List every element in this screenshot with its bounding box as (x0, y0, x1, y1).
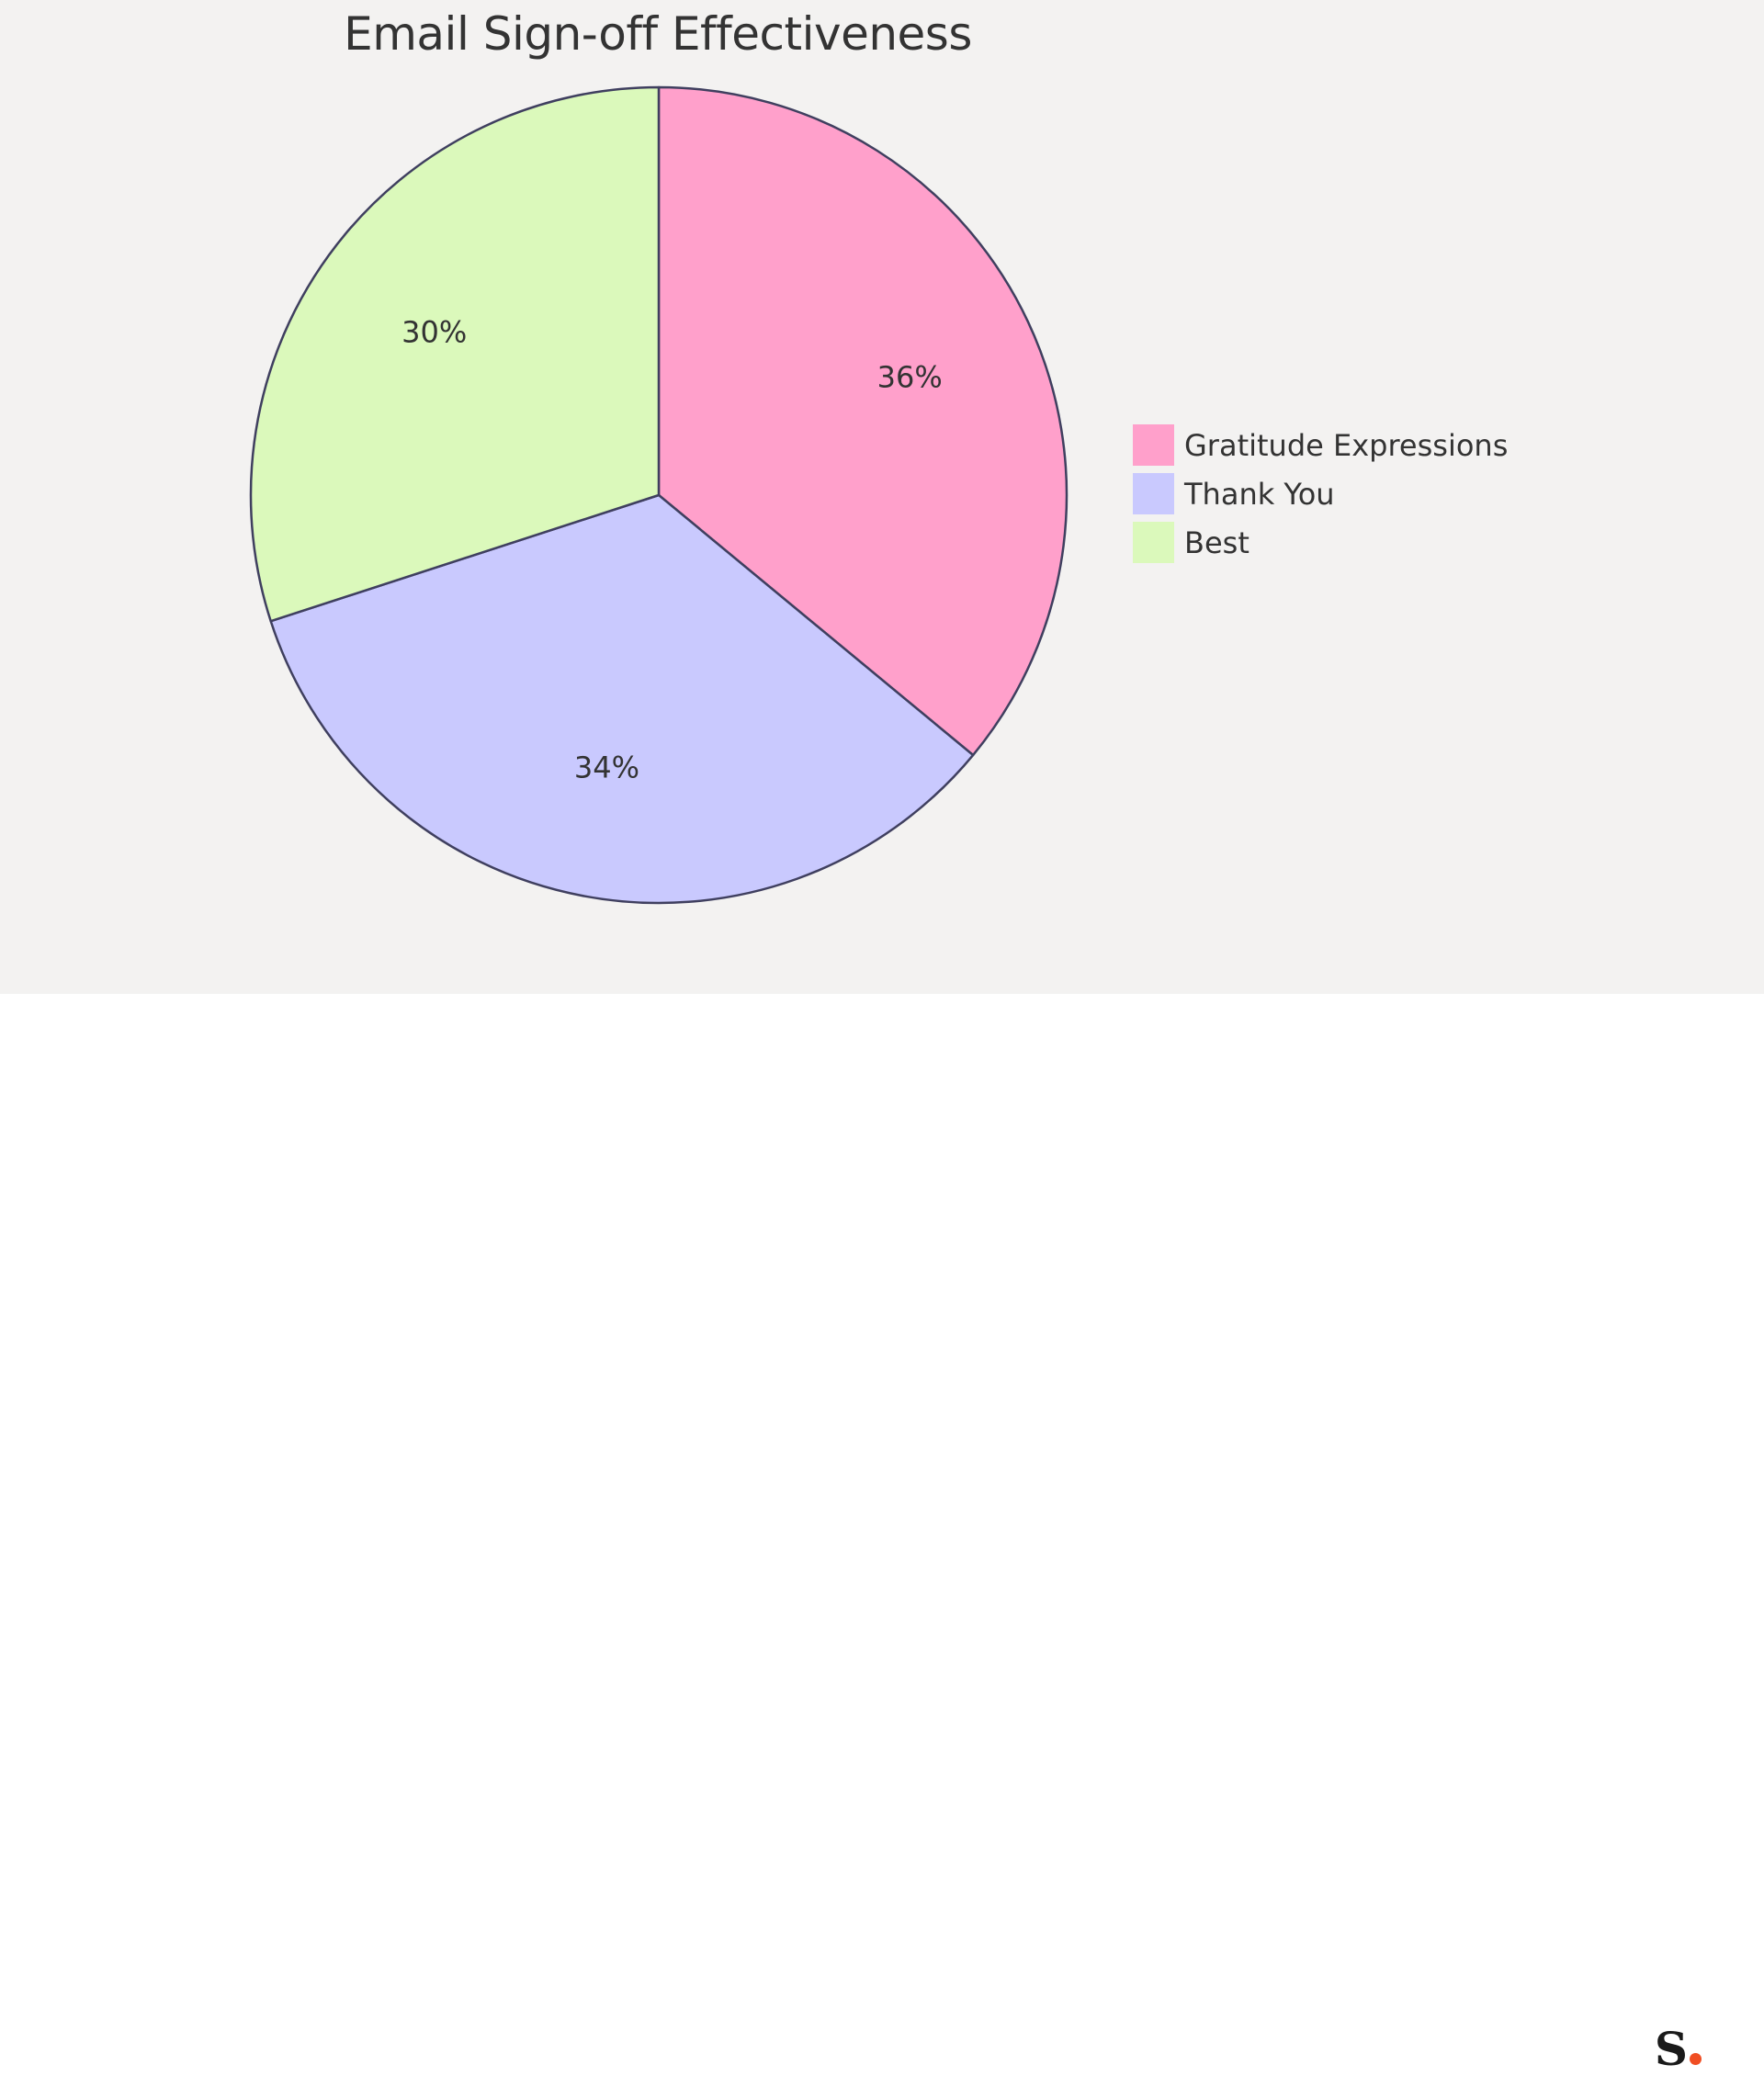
slice-value-label: 30% (401, 315, 467, 350)
pie-slice-best (249, 85, 661, 623)
legend-swatch (1133, 522, 1174, 563)
slice-value-label: 36% (877, 359, 943, 394)
chart-legend: Gratitude Expressions Thank You Best (1133, 421, 1508, 567)
chart-area: Email Sign-off Effectiveness 36% 34% 30% G… (0, 0, 1764, 994)
footer: S (0, 994, 1764, 2072)
legend-label: Thank You (1184, 476, 1335, 512)
legend-label: Gratitude Expressions (1184, 427, 1509, 463)
brand-logo: S (1655, 2026, 1702, 2072)
legend-swatch (1133, 473, 1174, 514)
pie-chart: 36% 34% 30% (249, 85, 1069, 905)
legend-item: Gratitude Expressions (1133, 421, 1508, 469)
logo-dot-icon (1690, 2053, 1702, 2065)
legend-item: Best (1133, 518, 1508, 567)
chart-title: Email Sign-off Effectiveness (344, 7, 972, 61)
slice-value-label: 34% (574, 750, 639, 785)
legend-item: Thank You (1133, 469, 1508, 518)
legend-label: Best (1184, 525, 1250, 560)
pie-slice-gratitude-expressions (657, 85, 1069, 757)
logo-letter: S (1654, 2022, 1688, 2076)
legend-swatch (1133, 424, 1174, 466)
pie-slice-thank-you (269, 493, 975, 905)
